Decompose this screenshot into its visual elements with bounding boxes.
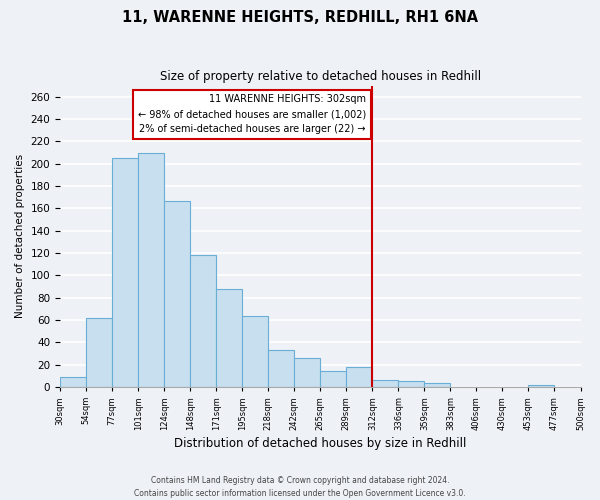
Bar bbox=[112, 158, 138, 387]
Text: Contains HM Land Registry data © Crown copyright and database right 2024.
Contai: Contains HM Land Registry data © Crown c… bbox=[134, 476, 466, 498]
Bar bbox=[320, 372, 346, 387]
Bar bbox=[346, 367, 373, 387]
Text: 11 WARENNE HEIGHTS: 302sqm
← 98% of detached houses are smaller (1,002)
2% of se: 11 WARENNE HEIGHTS: 302sqm ← 98% of deta… bbox=[137, 94, 366, 134]
X-axis label: Distribution of detached houses by size in Redhill: Distribution of detached houses by size … bbox=[174, 437, 466, 450]
Bar bbox=[138, 152, 164, 387]
Bar bbox=[190, 256, 216, 387]
Bar bbox=[373, 380, 398, 387]
Bar bbox=[164, 200, 190, 387]
Bar bbox=[294, 358, 320, 387]
Y-axis label: Number of detached properties: Number of detached properties bbox=[15, 154, 25, 318]
Title: Size of property relative to detached houses in Redhill: Size of property relative to detached ho… bbox=[160, 70, 481, 83]
Bar bbox=[529, 385, 554, 387]
Bar bbox=[216, 289, 242, 387]
Bar bbox=[268, 350, 294, 387]
Bar bbox=[86, 318, 112, 387]
Bar bbox=[60, 377, 86, 387]
Text: 11, WARENNE HEIGHTS, REDHILL, RH1 6NA: 11, WARENNE HEIGHTS, REDHILL, RH1 6NA bbox=[122, 10, 478, 25]
Bar bbox=[398, 382, 424, 387]
Bar bbox=[242, 316, 268, 387]
Bar bbox=[424, 382, 451, 387]
